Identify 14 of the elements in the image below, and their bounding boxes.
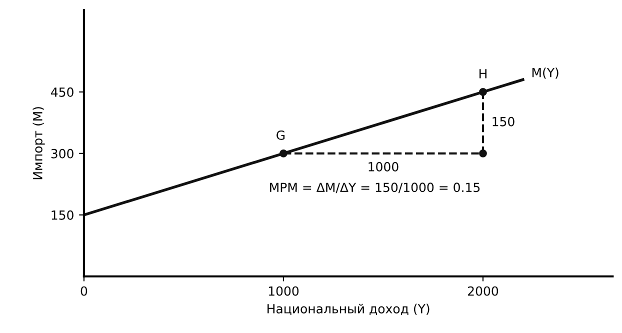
annotation: G xyxy=(276,130,285,140)
y-tick-label: 150 xyxy=(52,210,74,220)
annotation: M(Y) xyxy=(532,68,558,79)
y-tick-label: 300 xyxy=(51,148,74,158)
y-tick-label: 450 xyxy=(51,87,74,97)
annotation: H xyxy=(480,69,486,78)
annotation: 150 xyxy=(492,116,514,126)
annotation: MPM = ΔM/ΔY = 150/1000 = 0.15 xyxy=(270,182,480,194)
x-tick-label: 1000 xyxy=(268,286,299,296)
x-axis-title: Национальный доход (Y) xyxy=(268,304,430,315)
x-tick-label: 2000 xyxy=(468,286,498,296)
y-axis-title: Импорт (M) xyxy=(32,107,45,180)
x-tick-label: 0 xyxy=(80,286,88,296)
annotation: 1000 xyxy=(368,162,398,172)
